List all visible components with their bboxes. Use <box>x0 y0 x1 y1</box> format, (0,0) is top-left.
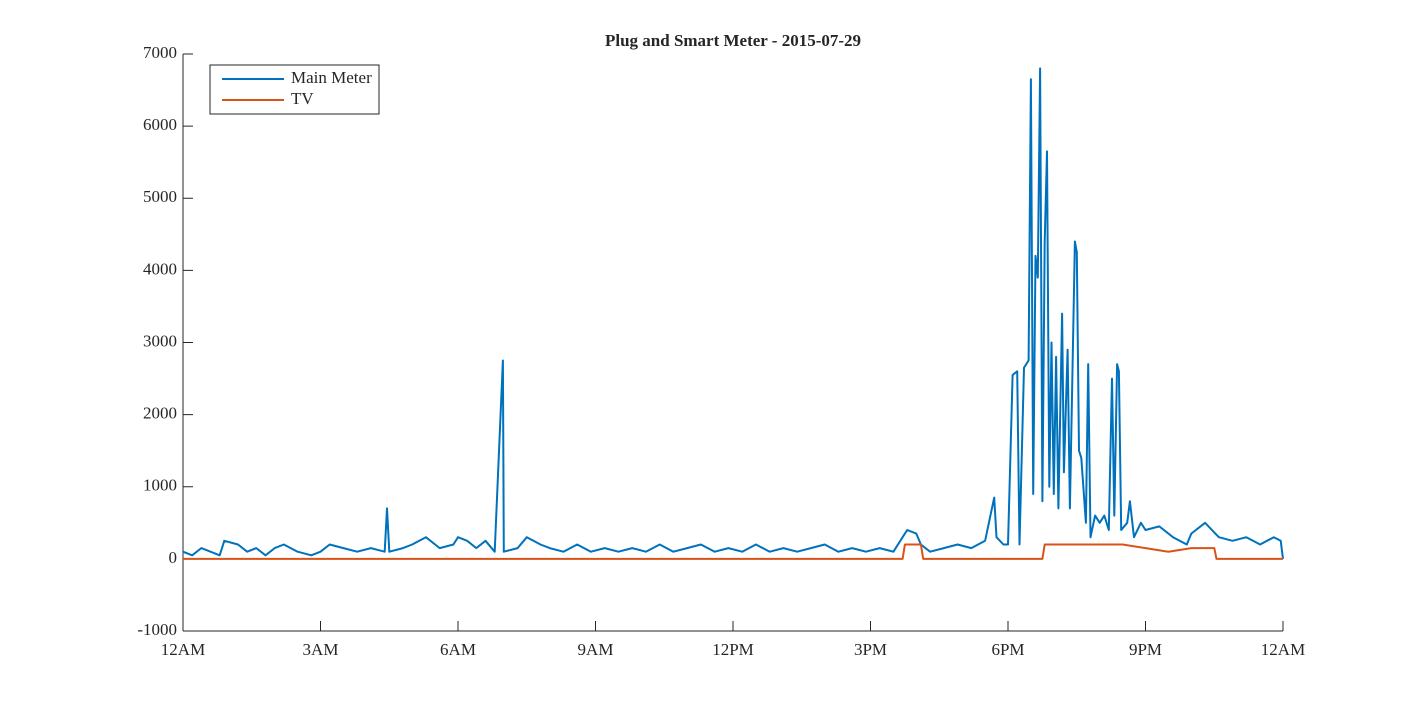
x-tick-label: 3AM <box>303 640 339 659</box>
y-tick-label: 3000 <box>143 331 177 350</box>
y-tick-label: 4000 <box>143 259 177 278</box>
x-tick-label: 12AM <box>161 640 205 659</box>
x-tick-label: 3PM <box>854 640 887 659</box>
y-tick-label: 2000 <box>143 404 177 423</box>
y-tick-label: 6000 <box>143 115 177 134</box>
legend-label: Main Meter <box>291 68 372 87</box>
chart-title: Plug and Smart Meter - 2015-07-29 <box>605 31 861 50</box>
y-tick-label: 5000 <box>143 187 177 206</box>
legend-box <box>209 64 380 115</box>
y-tick-label: 7000 <box>143 43 177 62</box>
line-series <box>183 543 1283 560</box>
line-series <box>182 67 1284 560</box>
y-tick-label: -1000 <box>137 620 177 639</box>
x-tick-label: 12PM <box>712 640 754 659</box>
x-tick-label: 9PM <box>1129 640 1162 659</box>
y-tick-label: 1000 <box>143 476 177 495</box>
x-tick-label: 12AM <box>1261 640 1305 659</box>
x-tick-label: 9AM <box>578 640 614 659</box>
y-tick-label: 0 <box>169 548 178 567</box>
x-tick-label: 6PM <box>991 640 1024 659</box>
legend-label: TV <box>291 89 314 108</box>
x-tick-label: 6AM <box>440 640 476 659</box>
